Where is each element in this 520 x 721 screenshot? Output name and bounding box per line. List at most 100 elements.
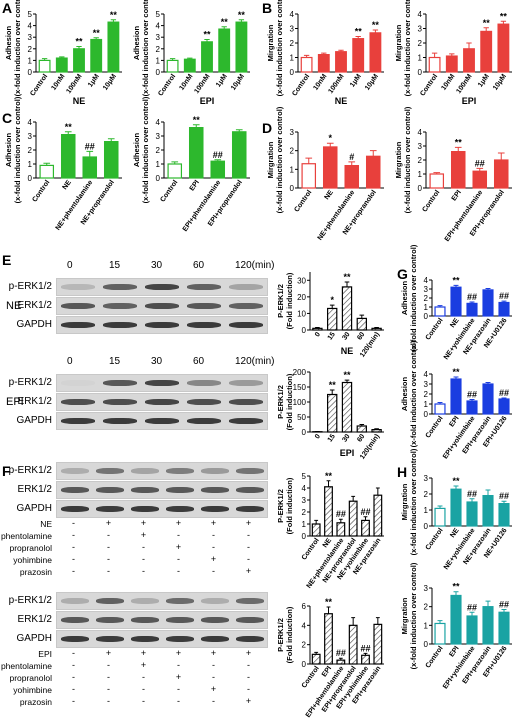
x-axis-label: EPI (462, 96, 477, 106)
blot-band (200, 468, 229, 474)
panel-label-e: E (2, 252, 12, 268)
bar (373, 623, 383, 665)
blot-band (145, 303, 179, 309)
chart-svg: 0 1 2 3 4 Adhesion(x-fold induction over cont… (4, 96, 122, 232)
x-tick-label: 15 (327, 433, 337, 443)
bar (201, 41, 213, 73)
y-axis-label: Mirgration(x-fold induction over control… (400, 448, 418, 555)
blot-row-label: p-ERK1/2 (8, 595, 52, 606)
error-bar (338, 49, 344, 52)
significance-label: * (330, 295, 334, 305)
blot-e-epi: 0 15 30 60 120(min) p-ERK1/2 ERK1/2 GAPDH EPI (0, 356, 274, 450)
blot-band (61, 322, 95, 328)
blot-band (235, 468, 264, 474)
bar (463, 48, 475, 73)
error-bar (485, 489, 491, 496)
blot-band (95, 468, 124, 474)
error-bar (501, 608, 507, 613)
treatment-label: yohimbine (13, 685, 52, 695)
error-bar (453, 376, 459, 379)
y-tick-label: 3 (28, 132, 33, 141)
timepoint-label: 60 (193, 356, 205, 367)
bar (450, 286, 462, 317)
blot-strip (56, 412, 268, 430)
treatment-sign: - (72, 542, 75, 552)
blot-band (145, 418, 179, 424)
blot-row-label: GAPDH (16, 503, 52, 514)
error-bar (338, 657, 343, 661)
error-bar (204, 39, 210, 42)
treatment-sign: - (212, 696, 215, 706)
bar (55, 57, 68, 73)
bar (434, 622, 446, 645)
y-tick-label: 4 (424, 370, 429, 379)
treatment-sign: - (72, 554, 75, 564)
x-tick-label: 60 (356, 331, 366, 341)
blot-band (61, 418, 95, 424)
y-tick-label: 2 (418, 156, 423, 165)
y-tick-label: 5 (28, 10, 33, 19)
error-bar (238, 19, 245, 23)
significance-label: ** (452, 476, 460, 486)
treatment-sign: - (72, 566, 75, 576)
bar (82, 156, 98, 179)
treatment-sign: - (177, 554, 180, 564)
treatment-label: prazosin (19, 567, 52, 577)
y-axis-label: Adhesion(x-fold induction over control) (400, 340, 418, 447)
blot-band (165, 468, 194, 474)
treatment-sign: - (247, 672, 250, 682)
error-bar (169, 58, 176, 61)
error-bar (437, 505, 443, 509)
treatment-sign: - (107, 672, 110, 682)
significance-label: ** (372, 20, 380, 30)
blot-row-label: ERK1/2 (17, 396, 52, 407)
treatment-sign: - (142, 684, 145, 694)
blot-band (145, 380, 179, 386)
x-tick-label: Control (419, 73, 439, 97)
blot-band (165, 506, 194, 512)
y-tick-label: 3 (424, 584, 429, 593)
error-bar (93, 37, 99, 40)
error-bar (483, 27, 489, 32)
blot-band (130, 506, 159, 512)
y-tick-label: 0 (424, 522, 429, 531)
chart-h-ne-migration: 0 1 2 3 Mirgration(x-fold induction over con… (400, 448, 516, 572)
significance-label: ** (325, 597, 333, 607)
y-axis-label: P-ERK1/2(Fold induction) (276, 373, 294, 430)
timepoint-label: 0 (67, 260, 73, 271)
blot-band (165, 636, 194, 642)
error-bar (344, 379, 350, 383)
x-tick-label: 10μM (102, 73, 118, 92)
bar (317, 53, 330, 73)
blot-band (200, 506, 229, 512)
significance-label: ## (475, 158, 485, 168)
bar (322, 146, 338, 189)
y-tick-label: 0 (28, 174, 33, 183)
blot-band (165, 487, 194, 493)
blot-band (187, 399, 221, 405)
error-bar (326, 142, 334, 147)
significance-label: ## (467, 602, 477, 612)
x-tick-label: 100nM (327, 73, 345, 95)
significance-label: ** (452, 582, 460, 592)
blot-band (130, 636, 159, 642)
bar (324, 613, 333, 665)
blot-row-label: GAPDH (16, 319, 52, 330)
blot-band (235, 487, 264, 493)
y-tick-label: 1 (424, 303, 429, 312)
treatment-sign: - (212, 660, 215, 670)
blot-condition-label: EPI (6, 396, 24, 408)
error-bar (348, 161, 356, 166)
error-bar (374, 327, 379, 329)
treatment-label: propranolol (9, 673, 52, 683)
blot-band (145, 284, 179, 290)
y-tick-label: 5 (302, 472, 307, 481)
blot-band (229, 303, 263, 309)
bar (348, 624, 358, 665)
y-tick-label: 100 (293, 398, 307, 407)
y-tick-label: 6 (302, 602, 307, 611)
bar (498, 611, 510, 645)
treatment-sign: + (140, 518, 147, 528)
chart-c-ne-adhesion: 0 1 2 3 4 Adhesion(x-fold induction over cont… (4, 96, 126, 238)
bar (497, 23, 510, 73)
